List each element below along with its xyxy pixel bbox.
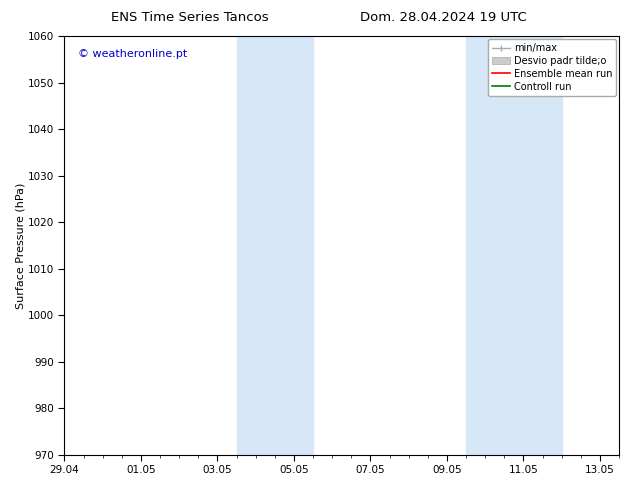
Y-axis label: Surface Pressure (hPa): Surface Pressure (hPa) xyxy=(15,182,25,309)
Text: © weatheronline.pt: © weatheronline.pt xyxy=(79,49,188,59)
Bar xyxy=(236,36,313,455)
Bar xyxy=(466,36,562,455)
Legend: min/max, Desvio padr tilde;o, Ensemble mean run, Controll run: min/max, Desvio padr tilde;o, Ensemble m… xyxy=(488,39,616,96)
Text: Dom. 28.04.2024 19 UTC: Dom. 28.04.2024 19 UTC xyxy=(360,11,527,24)
Text: ENS Time Series Tancos: ENS Time Series Tancos xyxy=(112,11,269,24)
